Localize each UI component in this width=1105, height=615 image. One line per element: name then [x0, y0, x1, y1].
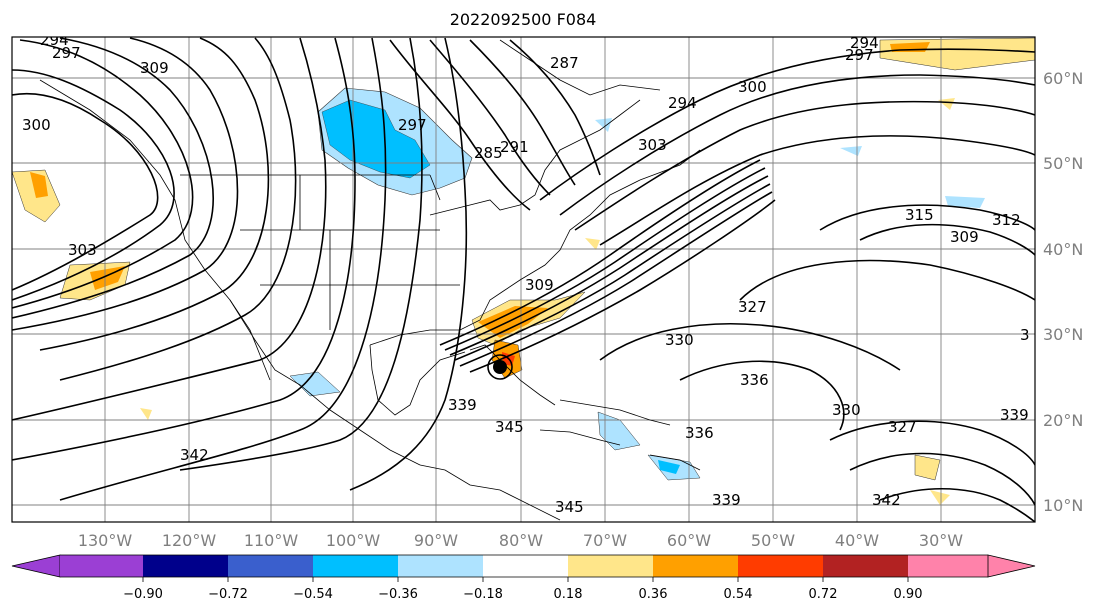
colorbar-tick-label: −0.18	[463, 587, 503, 602]
contour-label: 345	[495, 418, 524, 436]
contour-label: 300	[22, 116, 51, 134]
contour-label: 336	[740, 371, 769, 389]
colorbar-segment	[987, 554, 1036, 578]
contour-label: 303	[638, 136, 667, 154]
lon-label: 120°W	[162, 531, 217, 550]
colorbar-tick-label: 0.54	[724, 587, 753, 602]
theta-contours	[12, 37, 1035, 522]
graticule	[12, 37, 1035, 522]
contour-label: 342	[872, 491, 901, 509]
contour-label: 345	[555, 498, 584, 516]
negative-anomaly-region	[945, 196, 985, 208]
contour-label: 297	[845, 46, 874, 64]
lon-label: 80°W	[499, 531, 543, 550]
contour-label: 309	[140, 59, 169, 77]
contour-label: 297	[52, 44, 81, 62]
positive-anomaly-region	[585, 238, 600, 250]
coastlines	[39, 39, 701, 521]
colorbar-tick-label: −0.72	[208, 587, 248, 602]
contour-label: 327	[888, 418, 917, 436]
colorbar: −0.90 −0.72 −0.54 −0.36 −0.18 0.18 0.36 …	[11, 554, 1036, 602]
colorbar-segment	[908, 555, 988, 577]
contour-label: 315	[905, 206, 934, 224]
colorbar-tick-label: 0.72	[809, 587, 838, 602]
contour-label: 330	[665, 331, 694, 349]
colorbar-segment	[313, 555, 398, 577]
colorbar-tick-label: −0.54	[293, 587, 333, 602]
colorbar-tick-label: 0.36	[639, 587, 668, 602]
colorbar-segment	[60, 555, 143, 577]
lon-label: 50°W	[751, 531, 795, 550]
lon-label: 70°W	[583, 531, 627, 550]
contour-label: 309	[950, 228, 979, 246]
colorbar-tick-label: −0.90	[123, 587, 163, 602]
lat-label: 10°N	[1043, 496, 1083, 515]
contour-label: 336	[685, 424, 714, 442]
contour-label: 297	[398, 116, 427, 134]
contour-label: 309	[525, 276, 554, 294]
negative-anomaly-region	[840, 146, 862, 156]
lon-label: 90°W	[414, 531, 458, 550]
cyclone-center	[487, 354, 513, 380]
lon-label: 60°W	[667, 531, 711, 550]
lon-label: 110°W	[244, 531, 299, 550]
longitude-labels: 130°W 120°W 110°W 100°W 90°W 80°W 70°W 6…	[78, 531, 963, 550]
contour-label: 327	[738, 298, 767, 316]
lon-label: 100°W	[326, 531, 381, 550]
contour-label: 303	[68, 241, 97, 259]
lon-label: 130°W	[78, 531, 133, 550]
positive-anomaly-region	[879, 37, 1035, 71]
positive-anomaly-region-strong	[478, 306, 548, 338]
contour-label: 339	[1000, 406, 1029, 424]
lat-label: 30°N	[1043, 325, 1083, 344]
map-frame	[11, 36, 1036, 523]
positive-anomaly-region	[914, 454, 941, 481]
lon-label: 30°W	[919, 531, 963, 550]
colorbar-segment	[143, 555, 228, 577]
latitude-labels: 60°N 50°N 40°N 30°N 20°N 10°N	[1043, 69, 1083, 515]
figure-title: 2022092500 F084	[450, 10, 597, 29]
contour-label: 294	[40, 31, 69, 49]
colorbar-segment	[483, 555, 568, 577]
positive-anomaly-region-strong	[30, 172, 48, 198]
contour-label: 294	[850, 34, 879, 52]
map-area: 297 309 300 303 294 297 285 291 287 294 …	[12, 31, 1035, 522]
colorbar-segment	[738, 555, 823, 577]
negative-anomaly-region-strong	[658, 460, 680, 474]
positive-anomaly-region	[930, 490, 950, 505]
negative-anomaly-region	[597, 411, 641, 451]
contour-label: 291	[500, 138, 529, 156]
positive-anomaly-region	[938, 98, 955, 110]
colorbar-tick-label: 0.90	[894, 587, 923, 602]
colorbar-segment	[11, 554, 61, 578]
colorbar-segment	[398, 555, 483, 577]
negative-anomaly-region	[595, 118, 612, 132]
contour-label: 339	[448, 396, 477, 414]
negative-anomaly-region	[289, 371, 341, 397]
contour-label: 294	[668, 94, 697, 112]
contour-label: 285	[474, 144, 503, 162]
colorbar-segment	[568, 555, 653, 577]
contour-label: 287	[550, 54, 579, 72]
contour-label: 342	[180, 446, 209, 464]
colorbar-tick-label: −0.36	[378, 587, 418, 602]
lat-label: 60°N	[1043, 69, 1083, 88]
contour-label: 330	[832, 401, 861, 419]
colorbar-segment	[653, 555, 738, 577]
colorbar-tick-label: 0.18	[554, 587, 583, 602]
colorbar-segment	[823, 555, 908, 577]
contour-label: 339	[712, 491, 741, 509]
lat-label: 20°N	[1043, 411, 1083, 430]
lat-label: 40°N	[1043, 240, 1083, 259]
contour-label: 300	[738, 78, 767, 96]
contour-label: 312	[992, 211, 1021, 229]
contour-labels: 297 309 300 303 294 297 285 291 287 294 …	[22, 31, 1030, 516]
lat-label: 50°N	[1043, 154, 1083, 173]
negative-anomaly-region-strong	[321, 99, 431, 179]
contour-label: 3	[1020, 326, 1030, 344]
colorbar-segment	[228, 555, 313, 577]
lon-label: 40°W	[835, 531, 879, 550]
positive-anomaly-region	[140, 408, 152, 420]
